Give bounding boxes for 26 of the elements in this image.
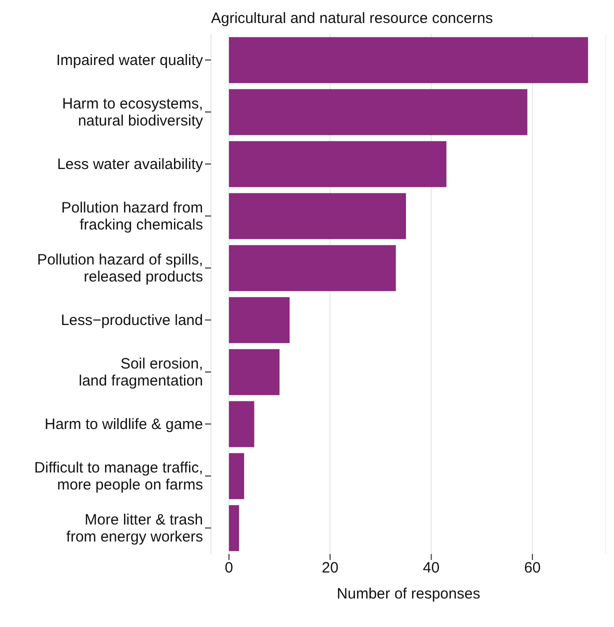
x-axis-title: Number of responses [336,586,480,603]
y-tick-label: Impaired water quality [56,52,204,68]
y-tick-label: Pollution hazard from fracking chemicals [61,199,203,233]
y-tick-label: Difficult to manage traffic, more people on farms [34,459,203,493]
bar [228,89,528,136]
x-tick-label: 20 [322,560,338,577]
chart-title: Agricultural and natural resource concerns [210,9,494,29]
y-tick-label: Pollution hazard of spills, released products [37,251,203,285]
bar [228,37,588,84]
bar [228,453,244,500]
y-tick-label: Less−productive land [60,312,203,328]
x-tick-label: 40 [422,560,440,577]
bar [228,505,240,552]
y-tick-label: More litter & trash from energy workers [66,511,203,545]
bar [228,297,290,344]
bar [228,401,254,448]
y-tick-label: Harm to wildlife & game [44,416,203,432]
y-tick-label: Less water availability [57,156,204,172]
bar [228,193,406,240]
y-tick-label: Harm to ecosystems, natural biodiversity [62,95,204,129]
x-tick-label: 0 [224,560,234,577]
x-tick-label: 60 [524,560,541,577]
bar [228,141,446,188]
y-tick-label: Soil erosion, land fragmentation [78,355,203,389]
bar [228,349,280,396]
bar [228,245,396,292]
